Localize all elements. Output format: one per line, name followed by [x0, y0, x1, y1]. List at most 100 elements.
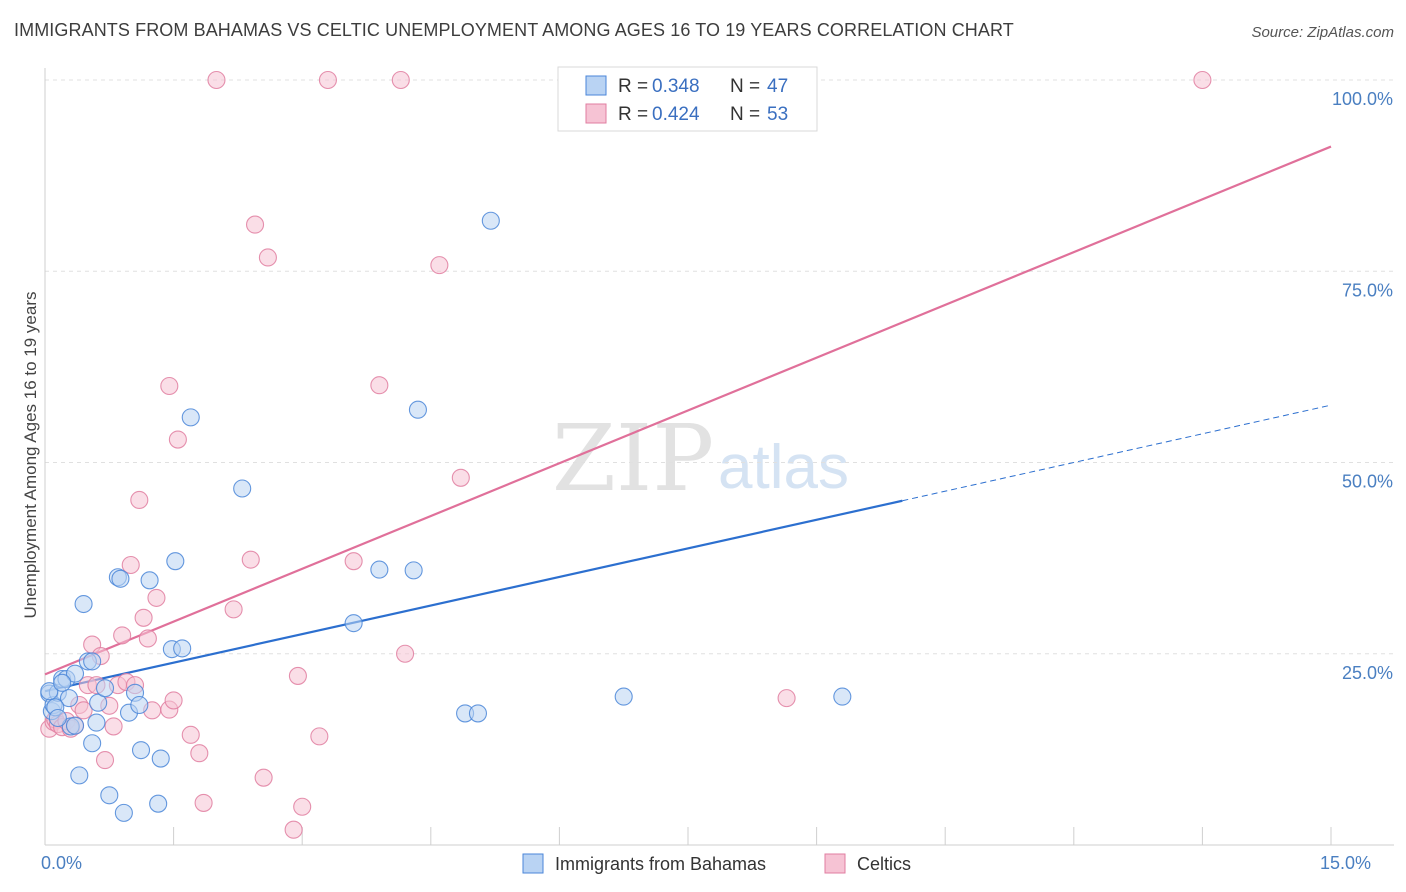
point-celtics: [284, 820, 303, 839]
point-bahamas: [74, 594, 93, 614]
point-celtics: [224, 600, 243, 619]
point-bahamas: [87, 713, 106, 732]
point-celtics: [194, 793, 213, 812]
point-celtics: [104, 717, 123, 736]
legend-box: R = 0.348 N = 47 R = 0.424 N = 53: [557, 66, 818, 132]
point-bahamas: [131, 741, 151, 760]
x-tick-label: 15.0%: [1320, 853, 1371, 873]
point-celtics: [74, 701, 93, 720]
point-celtics: [391, 70, 410, 90]
point-celtics: [258, 248, 277, 267]
point-bahamas: [48, 708, 67, 728]
point-bahamas: [40, 682, 59, 701]
legend-n-label-2: N =: [730, 104, 760, 125]
point-celtics: [777, 689, 796, 708]
watermark-zip: ZIP: [552, 405, 714, 512]
point-celtics: [130, 490, 149, 510]
legend-swatch-pink: [585, 103, 607, 124]
point-celtics: [318, 70, 337, 90]
legend-r-value-1: 0.348: [652, 76, 700, 97]
point-celtics: [138, 629, 157, 648]
point-bahamas: [83, 652, 102, 671]
x-tick-label: 0.0%: [41, 853, 82, 873]
trend-line-bahamas: [44, 499, 903, 693]
point-bahamas: [65, 716, 85, 735]
point-celtics: [160, 376, 179, 396]
point-bahamas: [149, 794, 168, 813]
point-celtics: [113, 626, 132, 645]
point-bahamas: [151, 749, 170, 768]
point-bahamas: [233, 479, 252, 498]
legend-n-value-1: 47: [767, 76, 788, 97]
point-bahamas: [468, 704, 488, 723]
point-bahamas: [181, 408, 200, 427]
point-bahamas: [114, 803, 133, 822]
bottom-legend: Immigrants from Bahamas Celtics: [522, 853, 911, 874]
point-celtics: [430, 256, 449, 275]
point-bahamas: [89, 693, 108, 712]
watermark-atlas: atlas: [718, 433, 849, 502]
point-celtics: [344, 552, 363, 571]
point-bahamas: [408, 400, 427, 419]
y-tick-label: 25.0%: [1342, 663, 1393, 683]
point-celtics: [147, 588, 166, 607]
point-bahamas: [130, 695, 149, 715]
point-bahamas: [140, 571, 159, 590]
bottom-legend-label-1: Immigrants from Bahamas: [555, 854, 766, 874]
point-celtics: [181, 725, 200, 744]
points-layer: [40, 70, 1212, 839]
point-celtics: [370, 376, 389, 395]
point-celtics: [95, 751, 115, 770]
point-celtics: [288, 666, 307, 685]
legend-r-label-1: R =: [618, 76, 648, 97]
source-label: Source: ZipAtlas.com: [1251, 24, 1394, 41]
point-bahamas: [614, 687, 633, 706]
point-celtics: [310, 727, 329, 746]
point-bahamas: [404, 561, 423, 580]
y-tick-label: 75.0%: [1342, 280, 1393, 300]
point-celtics: [207, 70, 226, 90]
legend-r-value-2: 0.424: [652, 104, 700, 125]
bottom-legend-swatch-pink: [824, 853, 846, 874]
chart-title: IMMIGRANTS FROM BAHAMAS VS CELTIC UNEMPL…: [14, 20, 1014, 40]
legend-n-label-1: N =: [730, 76, 760, 97]
point-bahamas: [344, 614, 363, 633]
point-celtics: [254, 768, 273, 787]
point-bahamas: [53, 673, 72, 692]
point-bahamas: [59, 689, 79, 708]
point-celtics: [168, 430, 187, 449]
point-celtics: [164, 691, 183, 710]
trend-line-bahamas-extension: [902, 404, 1332, 502]
point-bahamas: [83, 734, 102, 753]
point-bahamas: [100, 786, 119, 805]
point-celtics: [245, 215, 265, 234]
trend-line-celtics: [44, 145, 1332, 676]
point-celtics: [121, 555, 140, 575]
legend-n-value-2: 53: [767, 104, 788, 125]
y-tick-label: 100.0%: [1332, 89, 1393, 109]
trend-layer: [44, 145, 1332, 693]
point-bahamas: [70, 766, 89, 785]
point-celtics: [134, 608, 153, 627]
point-bahamas: [95, 679, 115, 698]
point-celtics: [396, 644, 415, 663]
point-celtics: [451, 468, 470, 487]
point-bahamas: [111, 569, 130, 588]
legend-r-label-2: R =: [618, 104, 648, 125]
point-bahamas: [481, 211, 500, 230]
point-celtics: [293, 797, 312, 816]
point-bahamas: [370, 560, 389, 579]
y-axis-title: Unemployment Among Ages 16 to 19 years: [21, 292, 40, 619]
legend-swatch-blue: [585, 75, 607, 96]
point-celtics: [190, 744, 209, 763]
y-tick-label: 50.0%: [1342, 472, 1393, 492]
point-bahamas: [173, 639, 192, 658]
bottom-legend-label-2: Celtics: [857, 854, 911, 874]
point-celtics: [1193, 70, 1212, 90]
point-bahamas: [166, 552, 185, 571]
point-bahamas: [65, 664, 85, 683]
point-celtics: [241, 550, 260, 569]
bottom-legend-swatch-blue: [522, 853, 544, 874]
point-bahamas: [833, 687, 852, 706]
